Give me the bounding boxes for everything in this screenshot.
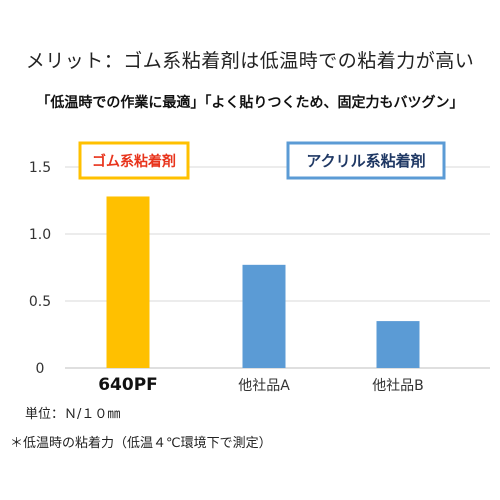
y-axis-ticks: 0 0.5 1.0 1.5 (29, 160, 51, 377)
footnote: ＊低温時の粘着力（低温４℃環境下で測定） (10, 436, 272, 451)
bar (242, 264, 286, 368)
x-tick-label: 他社品B (372, 378, 424, 394)
x-axis-ticks: 640PF 他社品A 他社品B (98, 375, 424, 395)
bar (106, 196, 150, 368)
page-title: メリット：ゴム系粘着剤は低温時での粘着力が高い (25, 50, 475, 72)
legend-acrylic-adhesive-box (286, 141, 446, 180)
page-subtitle: 「低温時での作業に最適」「よく貼りつくため、固定力もバツグン」 (36, 95, 464, 111)
legend-rubber-adhesive: ゴム系粘着剤 (78, 141, 190, 180)
legend-rubber-adhesive-label: ゴム系粘着剤 (92, 153, 176, 170)
y-tick-label: 0.5 (29, 294, 51, 310)
legend-acrylic-adhesive-label: アクリル系粘着剤 (306, 152, 425, 170)
y-tick-label: 0 (36, 361, 45, 377)
legend-acrylic-adhesive: アクリル系粘着剤 (286, 141, 446, 180)
x-tick-label: 640PF (98, 375, 158, 395)
legend-rubber-adhesive-box (78, 141, 190, 180)
y-tick-label: 1.5 (29, 160, 51, 176)
y-tick-label: 1.0 (29, 227, 51, 243)
bar (376, 321, 420, 368)
unit-label: 単位：Ｎ/１０㎜ (25, 407, 121, 422)
bars (106, 196, 420, 368)
x-tick-label: 他社品A (238, 378, 290, 394)
